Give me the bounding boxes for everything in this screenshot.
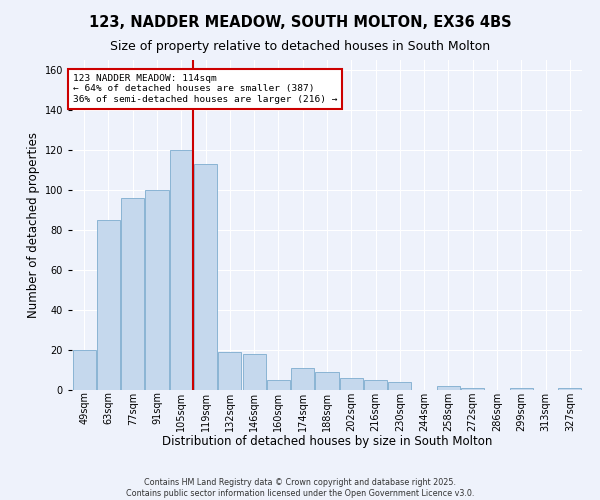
Y-axis label: Number of detached properties: Number of detached properties: [28, 132, 40, 318]
Text: 123, NADDER MEADOW, SOUTH MOLTON, EX36 4BS: 123, NADDER MEADOW, SOUTH MOLTON, EX36 4…: [89, 15, 511, 30]
Bar: [97, 220, 120, 390]
Bar: [437, 386, 460, 390]
Bar: [388, 382, 412, 390]
Bar: [559, 388, 581, 390]
Bar: [510, 388, 533, 390]
Bar: [316, 372, 338, 390]
Text: Contains HM Land Registry data © Crown copyright and database right 2025.
Contai: Contains HM Land Registry data © Crown c…: [126, 478, 474, 498]
Bar: [194, 164, 217, 390]
Text: 123 NADDER MEADOW: 114sqm
← 64% of detached houses are smaller (387)
36% of semi: 123 NADDER MEADOW: 114sqm ← 64% of detac…: [73, 74, 338, 104]
Bar: [291, 368, 314, 390]
Bar: [170, 150, 193, 390]
Text: Size of property relative to detached houses in South Molton: Size of property relative to detached ho…: [110, 40, 490, 53]
X-axis label: Distribution of detached houses by size in South Molton: Distribution of detached houses by size …: [162, 435, 492, 448]
Bar: [461, 388, 484, 390]
Bar: [145, 190, 169, 390]
Bar: [218, 352, 241, 390]
Bar: [267, 380, 290, 390]
Bar: [340, 378, 363, 390]
Bar: [73, 350, 95, 390]
Bar: [242, 354, 266, 390]
Bar: [121, 198, 144, 390]
Bar: [364, 380, 387, 390]
